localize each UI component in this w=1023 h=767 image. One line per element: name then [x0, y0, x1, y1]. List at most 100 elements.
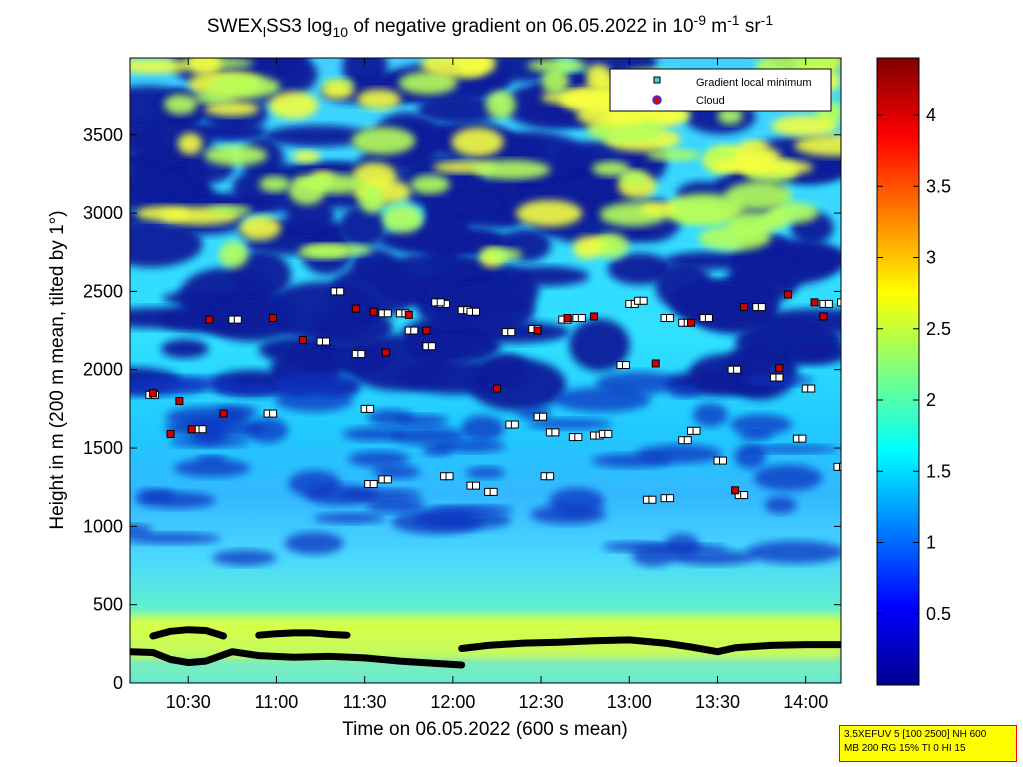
gradient-local-minimum-point — [357, 350, 366, 359]
y-tick-label: 0 — [113, 673, 123, 693]
colorbar-tick-label: 2.5 — [926, 319, 951, 339]
cloud-point — [369, 307, 378, 316]
high-gradient-patch — [351, 127, 416, 155]
legend: Gradient local minimum Cloud — [609, 68, 832, 112]
cloud-point — [739, 303, 748, 312]
legend-gradient-minimum-label: Gradient local minimum — [696, 77, 812, 89]
cloud-point — [404, 310, 413, 319]
mid-low-patch — [435, 440, 507, 453]
cloud-point — [810, 298, 819, 307]
y-tick-label: 1500 — [83, 438, 123, 458]
mid-low-patch — [130, 532, 221, 544]
mid-low-patch — [668, 384, 701, 398]
gradient-minimum-tracks — [130, 626, 841, 669]
mid-low-patch — [135, 491, 216, 509]
mid-low-patch — [365, 497, 426, 513]
x-tick-label: 12:30 — [519, 692, 564, 712]
cloud-point — [775, 364, 784, 373]
cloud-point — [687, 318, 696, 327]
low-gradient-patch — [672, 283, 775, 326]
gradient-local-minimum-point — [719, 456, 728, 465]
gradient-local-minimum-point — [383, 309, 392, 318]
x-tick-label: 13:00 — [607, 692, 652, 712]
title-part: SWEX — [207, 16, 263, 37]
gradient-local-minimum-point — [838, 462, 841, 471]
high-gradient-patch — [130, 58, 193, 74]
colorbar-tick-label: 2 — [926, 390, 936, 410]
gradient-minimum-track — [458, 636, 841, 656]
y-tick-label: 2000 — [83, 360, 123, 380]
mid-low-patch — [305, 484, 378, 506]
high-gradient-patch — [473, 160, 551, 180]
info-box: 3.5XEFUV 5 [100 2500] NH 600 MB 200 RG 1… — [839, 725, 1017, 762]
high-gradient-patch — [451, 127, 504, 157]
cloud-point — [731, 486, 740, 495]
mid-low-patch — [669, 550, 756, 566]
high-gradient-patch — [259, 175, 291, 193]
high-gradient-patch — [591, 161, 630, 177]
marker-layer — [145, 287, 841, 504]
gradient-local-minimum-point — [704, 314, 713, 323]
mid-low-patch — [274, 387, 354, 412]
mid-low-patch — [764, 496, 797, 514]
high-gradient-patch — [239, 215, 281, 240]
x-tick-label: 10:30 — [166, 692, 211, 712]
gradient-local-minimum-point — [740, 491, 749, 500]
high-gradient-patch — [292, 150, 321, 163]
high-gradient-patch — [541, 67, 570, 95]
title-part: -1 — [727, 12, 740, 28]
x-tick-label: 11:00 — [255, 692, 299, 712]
gradient-local-minimum-point — [757, 303, 766, 312]
x-tick-label: 12:00 — [430, 692, 475, 712]
mid-low-patch — [525, 418, 613, 430]
gradient-local-minimum-point — [639, 296, 648, 305]
high-gradient-patch — [359, 185, 385, 214]
gradient-local-minimum-point — [604, 429, 613, 438]
low-gradient-patch — [161, 339, 209, 359]
cloud-point — [492, 384, 501, 393]
colorbar: 0.5 1 1.5 2 2.5 3 3.5 4 — [876, 57, 951, 686]
cloud-point — [651, 359, 660, 368]
gradient-local-minimum-point — [336, 287, 345, 296]
mid-low-patch — [391, 509, 482, 535]
high-gradient-patch — [382, 204, 423, 233]
gradient-local-minimum-point — [798, 434, 807, 443]
surface-band — [130, 661, 841, 683]
mid-low-patch — [395, 414, 450, 427]
mid-low-patch — [591, 453, 673, 468]
mid-low-patch — [753, 464, 823, 492]
gradient-local-minimum-point — [233, 315, 242, 324]
colorbar-tick-label: 1 — [926, 533, 936, 553]
high-gradient-patch — [516, 199, 583, 227]
gradient-local-minimum-point — [489, 487, 498, 496]
low-gradient-patch — [339, 205, 387, 248]
mid-low-patch — [743, 445, 839, 454]
high-gradient-patch — [769, 202, 819, 224]
low-gradient-patch — [410, 333, 490, 353]
x-tick-label: 14:00 — [783, 692, 828, 712]
mid-low-patch — [247, 417, 289, 444]
mid-low-patch — [272, 372, 361, 395]
low-gradient-patch — [417, 94, 501, 125]
high-gradient-patch — [187, 58, 222, 76]
low-gradient-patch — [754, 308, 841, 335]
mid-low-patch — [284, 532, 344, 555]
high-gradient-patch — [646, 149, 702, 161]
cloud-point — [784, 290, 793, 299]
x-tick-label: 13:30 — [695, 692, 740, 712]
low-gradient-patch — [286, 195, 335, 234]
mid-low-patch — [313, 512, 386, 524]
y-tick-label: 3000 — [83, 203, 123, 223]
mid-low-patch — [130, 524, 153, 536]
high-gradient-patch — [298, 245, 349, 259]
gradient-local-minimum-point — [507, 328, 516, 337]
high-gradient-patch — [207, 75, 281, 99]
high-gradient-patch — [485, 90, 516, 119]
colorbar-tick-label: 0.5 — [926, 604, 951, 624]
gradient-local-minimum-point — [775, 373, 784, 382]
mid-low-patch — [631, 545, 676, 567]
low-gradient-patch — [424, 214, 466, 265]
low-gradient-patch — [778, 243, 841, 275]
gradient-local-minimum-point — [510, 420, 519, 429]
high-gradient-patch — [526, 59, 588, 72]
